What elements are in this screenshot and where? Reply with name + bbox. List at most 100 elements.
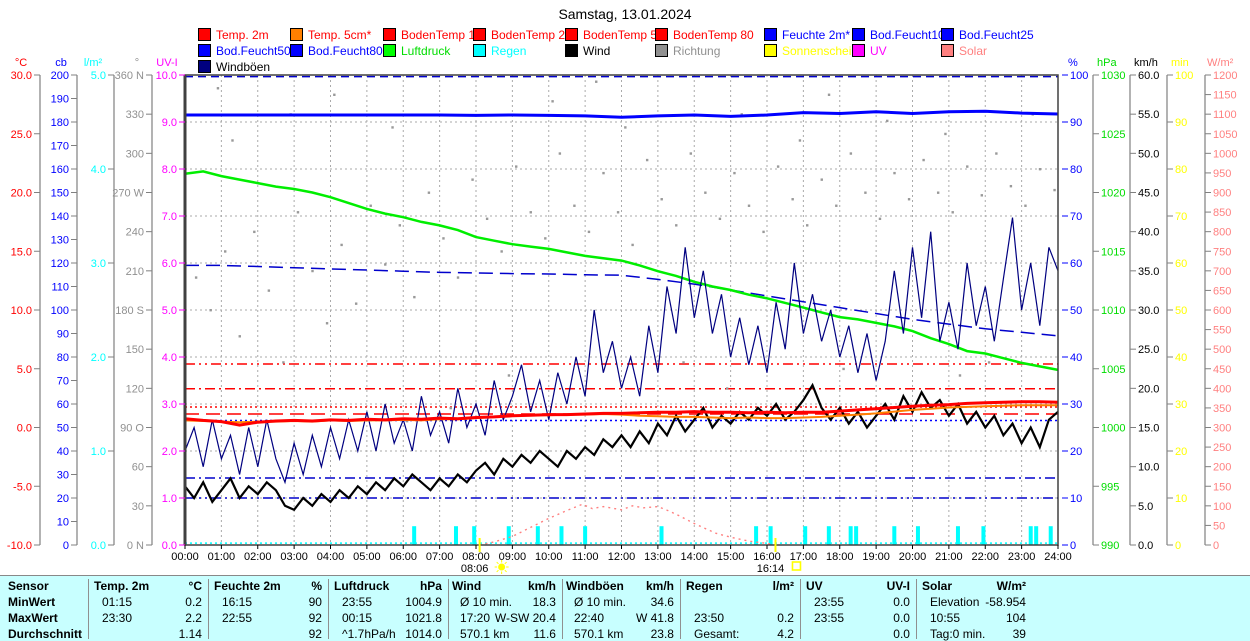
rain-bar <box>826 526 831 545</box>
tick-label: 50 <box>1070 305 1082 317</box>
tick-label: 70 <box>57 376 69 388</box>
richtung-dot <box>747 204 751 207</box>
richtung-dot <box>354 302 358 305</box>
series-luftdruck <box>184 170 1059 372</box>
tick-label: 6.0 <box>162 258 177 270</box>
tick-label: 70 <box>1175 211 1187 223</box>
tick-label: 1015 <box>1101 246 1125 258</box>
x-tick-label: 24:00 <box>1044 551 1072 563</box>
series-temp-2m <box>184 400 1059 427</box>
table-value-time: Ø 10 min. <box>574 595 627 609</box>
legend-swatch <box>565 44 578 57</box>
richtung-dot <box>595 80 598 83</box>
legend-swatch <box>198 44 211 57</box>
tick-label: 4.0 <box>162 352 177 364</box>
richtung-dot <box>427 191 431 194</box>
table-value-time: 17:20 <box>460 611 491 625</box>
richtung-dot <box>893 171 896 175</box>
tick-label: 450 <box>1213 364 1231 376</box>
tick-label: 500 <box>1213 344 1231 356</box>
tick-label: 1005 <box>1101 364 1125 376</box>
richtung-dot <box>798 139 802 142</box>
tick-label: 10 <box>57 517 69 529</box>
richtung-dot <box>209 309 212 312</box>
tick-label: 1000 <box>1101 423 1125 435</box>
table-value: 90 <box>308 595 322 609</box>
richtung-dot <box>500 250 503 253</box>
richtung-dot <box>267 289 271 292</box>
richtung-dot <box>231 139 234 142</box>
table-value: 0.0 <box>893 627 910 641</box>
richtung-dot <box>624 126 627 129</box>
x-tick-label: 10:00 <box>535 551 563 563</box>
legend-label: BodenTemp 10 <box>401 27 482 42</box>
tick-label: 45.0 <box>1138 188 1159 200</box>
x-tick-label: 18:00 <box>826 551 854 563</box>
rain-bar <box>848 526 853 545</box>
legend-label: Sonnenschein <box>782 43 859 58</box>
richtung-dot <box>558 152 562 155</box>
tick-label: 5.0 <box>1138 501 1153 513</box>
richtung-dot <box>820 178 823 181</box>
tick-label: 2.0 <box>162 446 177 458</box>
table-col-unit: % <box>311 579 322 593</box>
richtung-dot <box>944 132 947 136</box>
tick-label: 350 <box>1213 403 1231 415</box>
weather-chart: °C30.025.020.015.010.05.00.0-5.0-10.0cb2… <box>7 57 1238 575</box>
legend-label: Wind <box>583 43 611 58</box>
table-value: 18.3 <box>532 595 556 609</box>
tick-label: 800 <box>1213 227 1231 239</box>
axis-unit-l/m²: l/m² <box>84 57 103 69</box>
tick-label: 70 <box>1070 211 1082 223</box>
legend-swatch <box>941 28 954 41</box>
tick-label: 20 <box>1070 446 1082 458</box>
table-separator <box>562 579 563 639</box>
tick-label: 5.0 <box>162 305 177 317</box>
x-tick-label: 03:00 <box>280 551 308 563</box>
tick-label: 50 <box>1213 520 1225 532</box>
x-tick-label: 07:00 <box>426 551 454 563</box>
x-tick-label: 06:00 <box>389 551 417 563</box>
richtung-dot <box>253 230 256 234</box>
rain-bar <box>754 526 759 545</box>
table-value: 1021.8 <box>405 611 442 625</box>
rain-bar <box>1028 526 1033 545</box>
x-tick-label: 11:00 <box>572 551 599 563</box>
richtung-dot <box>958 374 962 377</box>
table-value-time: Tag:0 min. <box>930 627 986 641</box>
table-row-label: Durchschnitt <box>8 627 83 641</box>
table-col-unit: hPa <box>419 579 442 593</box>
table-value: 39 <box>1012 627 1026 641</box>
axis-unit-km/h: km/h <box>1134 57 1158 69</box>
table-value-time: 00:15 <box>342 611 373 625</box>
tick-label: 0.0 <box>162 540 177 552</box>
table-value-time: 23:55 <box>814 595 845 609</box>
table-value: 2.2 <box>185 611 202 625</box>
tick-label: 0 <box>1070 540 1076 552</box>
tick-label: 30 <box>1175 399 1187 411</box>
table-col-unit: km/h <box>645 579 674 593</box>
tick-label: 550 <box>1213 325 1231 337</box>
tick-label: 100 <box>51 305 69 317</box>
axis-unit-UV-I: UV-I <box>156 57 177 69</box>
tick-label: 0 <box>63 540 69 552</box>
tick-label: 0 N <box>127 540 144 552</box>
table-separator <box>208 579 209 639</box>
table-value-time: 570.1 km <box>574 627 624 641</box>
table-col-unit: °C <box>188 579 202 593</box>
table-col-name: Wind <box>452 579 482 593</box>
table-separator <box>916 579 917 639</box>
legend-item-temp-2m: Temp. 2m <box>198 28 269 41</box>
legend-swatch <box>290 28 303 41</box>
tick-label: 25.0 <box>1138 344 1159 356</box>
tick-label: 160 <box>51 164 69 176</box>
sunrise-time-label: 08:06 <box>461 563 489 575</box>
richtung-dot <box>333 93 336 96</box>
richtung-dot <box>282 361 285 364</box>
tick-label: 990 <box>1101 540 1119 552</box>
rain-bar <box>1048 526 1053 545</box>
tick-label: 900 <box>1213 188 1231 200</box>
tick-label: 1.0 <box>162 493 177 505</box>
table-value: 92 <box>308 627 322 641</box>
series-solar <box>479 503 776 546</box>
